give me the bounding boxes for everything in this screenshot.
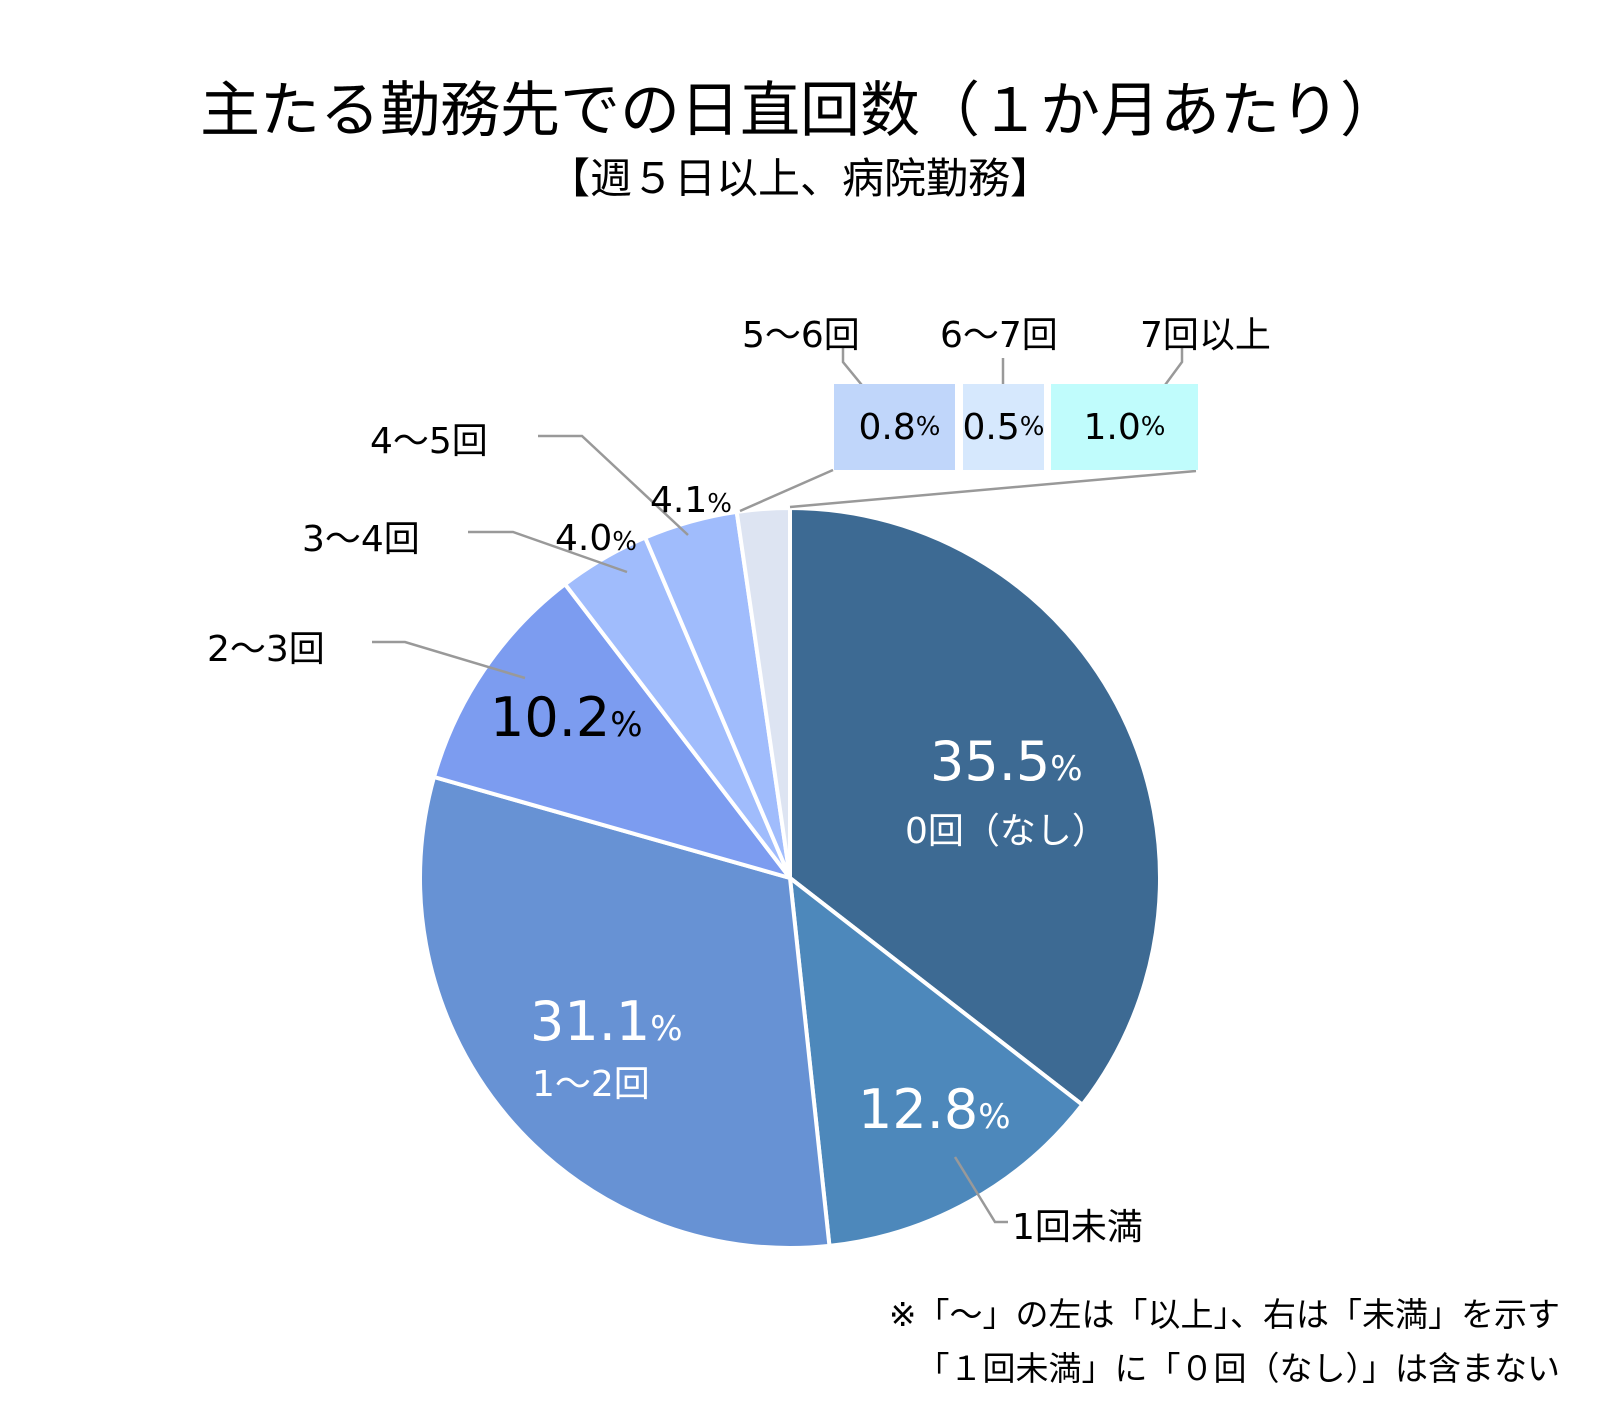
slice-label-4: 3～4回	[302, 519, 420, 560]
pie-slice-1	[787, 873, 1086, 1249]
footnote-2: 「１回未満」に「０回（なし）」は含まない	[916, 1349, 1561, 1388]
breakdown-label-0: 5～6回	[742, 315, 860, 356]
leader-line	[739, 468, 834, 513]
pie-slice-6	[734, 505, 792, 879]
breakdown-box-1: 0.5%	[963, 384, 1045, 470]
pie-slice-0	[788, 505, 1162, 1108]
chart-title: 主たる勤務先での日直回数（１か月あたり）	[200, 76, 1400, 146]
breakdown-box-2: 1.0%	[1051, 384, 1198, 470]
pie-slice-2	[418, 774, 832, 1250]
slice-value-0: 35.5%	[930, 730, 1083, 793]
slice-label-2: 1～2回	[532, 1064, 650, 1105]
breakdown-label-1: 6～7回	[940, 315, 1058, 356]
leader-line	[953, 1156, 1008, 1224]
slice-value-1: 12.8%	[858, 1078, 1011, 1141]
leader-line	[789, 469, 1197, 509]
footnote-1: ※「～」の左は「以上」、右は「未満」を示す	[888, 1295, 1560, 1334]
leader-line	[538, 434, 689, 536]
slice-label-5: 4～5回	[370, 421, 488, 462]
slice-value-2: 31.1%	[530, 990, 683, 1053]
slice-value-4: 4.0%	[555, 518, 637, 559]
slice-label-3: 2～3回	[207, 629, 325, 670]
leader-line	[468, 530, 628, 574]
breakdown-box-0: 0.8%	[834, 384, 955, 470]
chart-subtitle: 【週５日以上、病院勤務】	[547, 154, 1052, 203]
slice-value-3: 10.2%	[490, 686, 643, 749]
slice-label-0: 0回（なし）	[905, 811, 1108, 852]
breakdown-label-2: 7回以上	[1140, 315, 1271, 356]
leader-lines	[372, 347, 1197, 1224]
slice-label-1: 1回未満	[1012, 1207, 1143, 1248]
slice-value-5: 4.1%	[650, 480, 732, 521]
pie-slice-3	[431, 581, 796, 882]
leader-line	[372, 640, 526, 680]
